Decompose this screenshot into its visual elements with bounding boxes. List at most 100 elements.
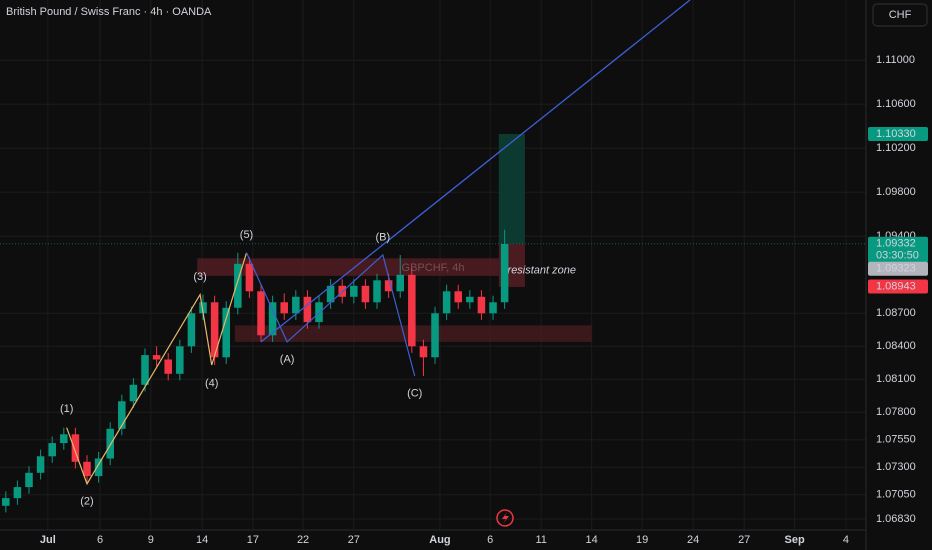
candle-body	[94, 458, 103, 477]
y-tick-label: 1.06830	[876, 513, 916, 525]
currency-box[interactable]	[872, 3, 928, 27]
candle-body	[187, 313, 196, 347]
candle-body	[83, 461, 91, 477]
wave-label: (C)	[407, 388, 422, 400]
zone-label: resistant zone	[508, 264, 576, 276]
x-tick-label: Aug	[429, 534, 450, 546]
price-label-box	[868, 261, 928, 276]
candle-body	[118, 401, 126, 429]
candle-body	[106, 428, 114, 459]
plot-area: GBPCHF, 4hresistant zone(1)(2)(3)(4)(5)(…	[0, 0, 866, 530]
candle-body	[361, 285, 370, 303]
candle-body	[199, 302, 207, 314]
candle-body	[292, 296, 300, 314]
x-tick-label: 11	[535, 534, 546, 546]
y-tick-label: 1.08100	[876, 373, 916, 385]
x-tick-label: 14	[196, 534, 208, 546]
y-tick-label: 1.10600	[876, 98, 916, 110]
events-icon[interactable]	[496, 509, 514, 527]
x-tick-label: 14	[586, 534, 598, 546]
wave-line	[245, 252, 416, 377]
x-tick-label: 6	[97, 534, 103, 546]
candle-body	[141, 355, 149, 385]
price-label: 1.09323	[876, 263, 916, 275]
candle-body	[466, 296, 474, 303]
candle-body	[48, 443, 56, 457]
trendline	[260, 0, 691, 343]
y-tick-label: 1.10200	[876, 142, 916, 154]
price-label: 1.08943	[876, 280, 916, 292]
position-target	[498, 133, 525, 244]
x-tick-label: Jul	[40, 534, 56, 546]
x-tick-label: 19	[636, 534, 648, 546]
candle-body	[152, 355, 161, 360]
candle-body	[442, 291, 451, 314]
candle-body	[454, 291, 463, 303]
price-label-box	[868, 236, 928, 263]
candle-body	[60, 434, 68, 444]
candle-body	[419, 346, 428, 358]
y-tick-label: 1.07300	[876, 461, 916, 473]
chart-title: British Pound / Swiss Franc · 4h · OANDA	[6, 6, 212, 18]
candle-body	[13, 487, 22, 499]
wave-label: (3)	[193, 271, 206, 283]
candle-body	[384, 280, 393, 292]
y-tick-label: 1.07550	[876, 434, 916, 446]
y-tick-label: 1.09800	[876, 186, 916, 198]
candle-body	[71, 434, 80, 462]
x-tick-label: 27	[348, 534, 360, 546]
candle-body	[257, 291, 265, 336]
wave-label: (4)	[205, 378, 218, 390]
candle-body	[408, 274, 416, 347]
y-tick-label: 1.08700	[876, 307, 916, 319]
candle-body	[326, 285, 335, 303]
candle-body	[303, 296, 312, 323]
candle-body	[36, 456, 45, 473]
candle-body	[350, 285, 358, 297]
candle-body	[396, 274, 404, 292]
candle-body	[280, 302, 288, 314]
wave-label: (B)	[375, 231, 390, 243]
x-tick-label: 24	[687, 534, 699, 546]
candle-body	[477, 296, 486, 314]
currency[interactable]: CHF	[889, 9, 912, 21]
y-tick-label: 1.07800	[876, 406, 916, 418]
zone	[197, 258, 499, 276]
x-tick-label: 6	[487, 534, 493, 546]
candle-body	[210, 302, 219, 358]
candle-body	[373, 280, 381, 303]
wave-label: (5)	[240, 229, 253, 241]
candle-body	[129, 384, 138, 402]
wave-label: (A)	[280, 353, 295, 365]
x-tick-label: 17	[247, 534, 259, 546]
price-label-box	[868, 126, 928, 141]
price-label: 1.09332	[876, 238, 916, 250]
candle-body	[268, 302, 277, 336]
candle-body	[2, 498, 10, 506]
candle-body	[245, 263, 254, 292]
candle-body	[176, 346, 184, 374]
x-tick-label: Sep	[785, 534, 805, 546]
candle-body	[25, 472, 33, 488]
candle-body	[222, 307, 230, 358]
price-label-box	[868, 279, 928, 294]
wave-line	[66, 252, 248, 486]
candle-body	[164, 359, 172, 374]
x-tick-label: 27	[738, 534, 750, 546]
x-tick-label: 22	[297, 534, 309, 546]
price-label: 1.10330	[876, 128, 916, 140]
wave-label: (2)	[80, 495, 93, 507]
y-tick-label: 1.08400	[876, 340, 916, 352]
x-tick-label: 9	[148, 534, 154, 546]
candle-body	[489, 302, 497, 314]
events-icon[interactable]	[502, 512, 509, 524]
wave-label: (1)	[60, 403, 73, 415]
candle-body	[234, 263, 242, 308]
y-tick-label: 1.11000	[876, 54, 915, 66]
candle-body	[431, 313, 439, 358]
x-tick-label: 4	[843, 534, 849, 546]
price-countdown: 03:30:50	[876, 250, 919, 262]
candle-body	[500, 243, 509, 303]
y-tick-label: 1.07050	[876, 489, 916, 501]
